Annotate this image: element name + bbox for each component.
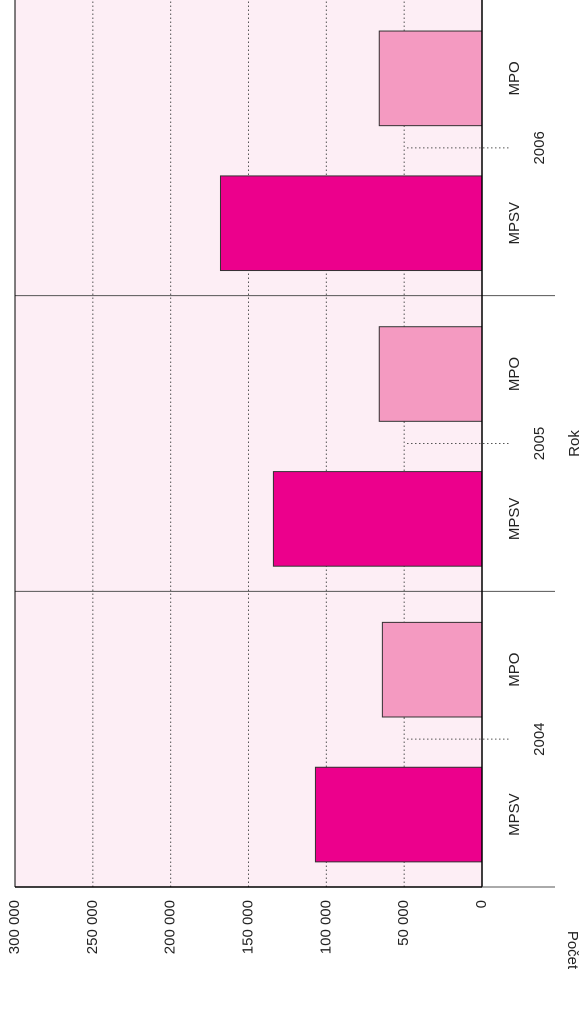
bar (219, 175, 483, 272)
sub-category-label: MPO (506, 61, 523, 95)
y-tick-label: 50 000 (395, 900, 412, 946)
bar (378, 326, 483, 422)
sub-category-label: MPO (506, 653, 523, 687)
bar (314, 766, 483, 863)
x-tick-label: 2004 (531, 722, 548, 755)
y-tick-label: 100 000 (317, 900, 334, 954)
bar (378, 30, 483, 127)
y-tick-label: 0 (473, 900, 490, 908)
y-tick-label: 300 000 (6, 900, 23, 954)
bar (272, 471, 483, 567)
y-tick-label: 250 000 (84, 900, 101, 954)
y-axis-title: Počet (564, 931, 581, 970)
y-tick-label: 200 000 (162, 900, 179, 954)
x-tick-label: 2005 (531, 427, 548, 460)
sub-category-label: MPSV (506, 498, 523, 541)
sub-category-label: MPSV (506, 793, 523, 836)
y-tick-label: 150 000 (239, 900, 256, 954)
x-axis-title: Rok (566, 430, 583, 457)
sub-category-label: MPO (506, 357, 523, 391)
rotated-chart: 0 50 000 100 000 150 000 200 000 250 000 300 0… (6, 0, 583, 970)
sub-category-label: MPSV (506, 202, 523, 245)
x-tick-label: 2006 (531, 131, 548, 164)
bar (381, 621, 483, 718)
